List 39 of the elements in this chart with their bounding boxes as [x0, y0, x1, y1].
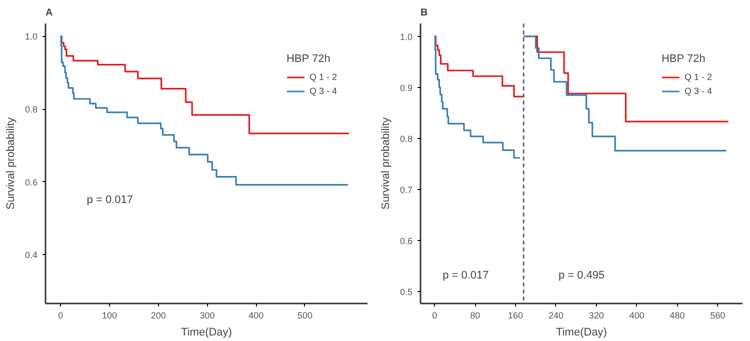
y-tick-label: 1.0	[400, 32, 413, 42]
x-tick-label: 560	[710, 310, 726, 320]
x-tick-label: 320	[588, 310, 604, 320]
x-tick-label: 80	[470, 310, 480, 320]
chart-title: A	[46, 8, 53, 18]
annotation: p = 0.495	[558, 270, 605, 282]
x-tick-label: 400	[629, 310, 644, 320]
x-tick-label: 300	[200, 310, 215, 320]
x-axis-title: Time(Day)	[556, 326, 607, 338]
legend-title: HBP 72h	[661, 53, 706, 65]
x-tick-label: 0	[432, 310, 438, 320]
annotation: p = 0.017	[86, 194, 133, 206]
legend-label: Q 3 - 4	[684, 85, 712, 98]
y-tick-label: 0.8	[24, 104, 38, 115]
y-tick-label: 0.5	[400, 287, 413, 298]
x-tick-label: 100	[102, 310, 118, 320]
x-tick-label: 480	[670, 310, 685, 320]
y-tick-label: 1.0	[24, 32, 38, 42]
y-tick-label: 0.8	[400, 134, 413, 144]
legend-label: Q 1 - 2	[309, 71, 337, 84]
x-tick-label: 200	[150, 310, 166, 320]
annotation: p = 0.017	[442, 270, 489, 282]
x-axis-title: Time(Day)	[181, 326, 232, 338]
chart-title: B	[420, 8, 428, 18]
legend-title: HBP 72h	[286, 53, 332, 65]
x-tick-label: 160	[508, 310, 524, 320]
y-tick-label: 0.4	[24, 250, 38, 260]
y-tick-label: 0.6	[400, 236, 413, 246]
y-axis-title: Survival probability	[380, 116, 392, 210]
x-tick-label: 500	[297, 310, 312, 320]
y-axis-title: Survival probability	[4, 116, 17, 210]
x-tick-label: 240	[548, 310, 564, 320]
y-tick-label: 0.9	[400, 82, 413, 93]
y-tick-label: 0.6	[24, 177, 38, 188]
x-tick-label: 0	[58, 310, 64, 320]
y-tick-label: 0.7	[400, 185, 413, 196]
legend-label: Q 1 - 2	[684, 71, 712, 84]
x-tick-label: 400	[248, 310, 264, 320]
legend-label: Q 3 - 4	[309, 85, 337, 98]
